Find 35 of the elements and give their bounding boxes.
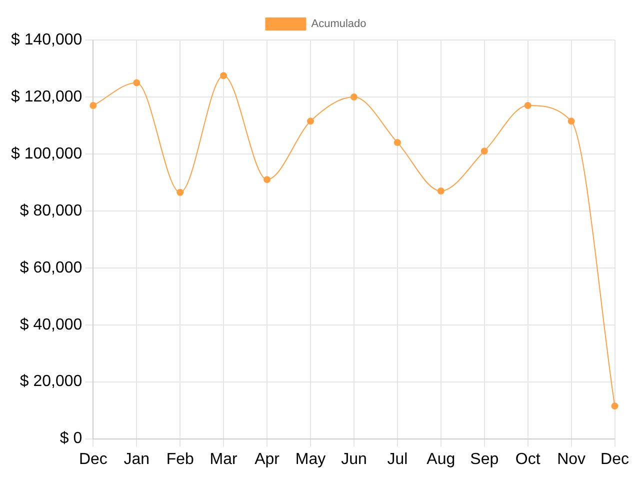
point (394, 139, 401, 146)
point (350, 93, 358, 100)
legend-label: Acumulado (311, 18, 366, 30)
y-tick-label: $ 20,000 (20, 373, 82, 390)
x-tick-label: Mar (210, 450, 238, 468)
x-tick-label: Aug (426, 450, 456, 468)
y-tick-label: $ 80,000 (20, 202, 82, 220)
point (568, 118, 575, 125)
x-tick-label: Oct (515, 450, 541, 468)
x-tick-label: Dec (600, 450, 629, 468)
point (133, 79, 140, 86)
point (264, 176, 271, 184)
x-tick-label: Jul (387, 450, 408, 468)
y-tick-label: $ 100,000 (10, 145, 82, 162)
y-tick-label: $ 60,000 (20, 259, 82, 276)
point (90, 102, 97, 110)
x-tick-label: Jun (341, 450, 367, 468)
y-tick-label: $ 0 (60, 430, 82, 448)
x-tick-label: Dec (78, 450, 108, 468)
x-tick-label: May (295, 450, 326, 468)
x-tick-label: Apr (254, 450, 280, 468)
point (480, 148, 488, 155)
y-tick-label: $ 140,000 (10, 31, 82, 48)
point (307, 118, 314, 125)
y-tick-label: $ 120,000 (10, 88, 82, 106)
point (176, 188, 184, 196)
x-tick-label: Jan (124, 450, 150, 468)
x-tick-label: Sep (470, 450, 499, 468)
x-tick-label: Feb (166, 450, 194, 468)
point (437, 187, 444, 194)
point (524, 102, 532, 110)
x-tick-label: Nov (557, 450, 586, 468)
point (611, 402, 618, 410)
y-tick-label: $ 40,000 (20, 316, 82, 334)
point (220, 72, 228, 80)
